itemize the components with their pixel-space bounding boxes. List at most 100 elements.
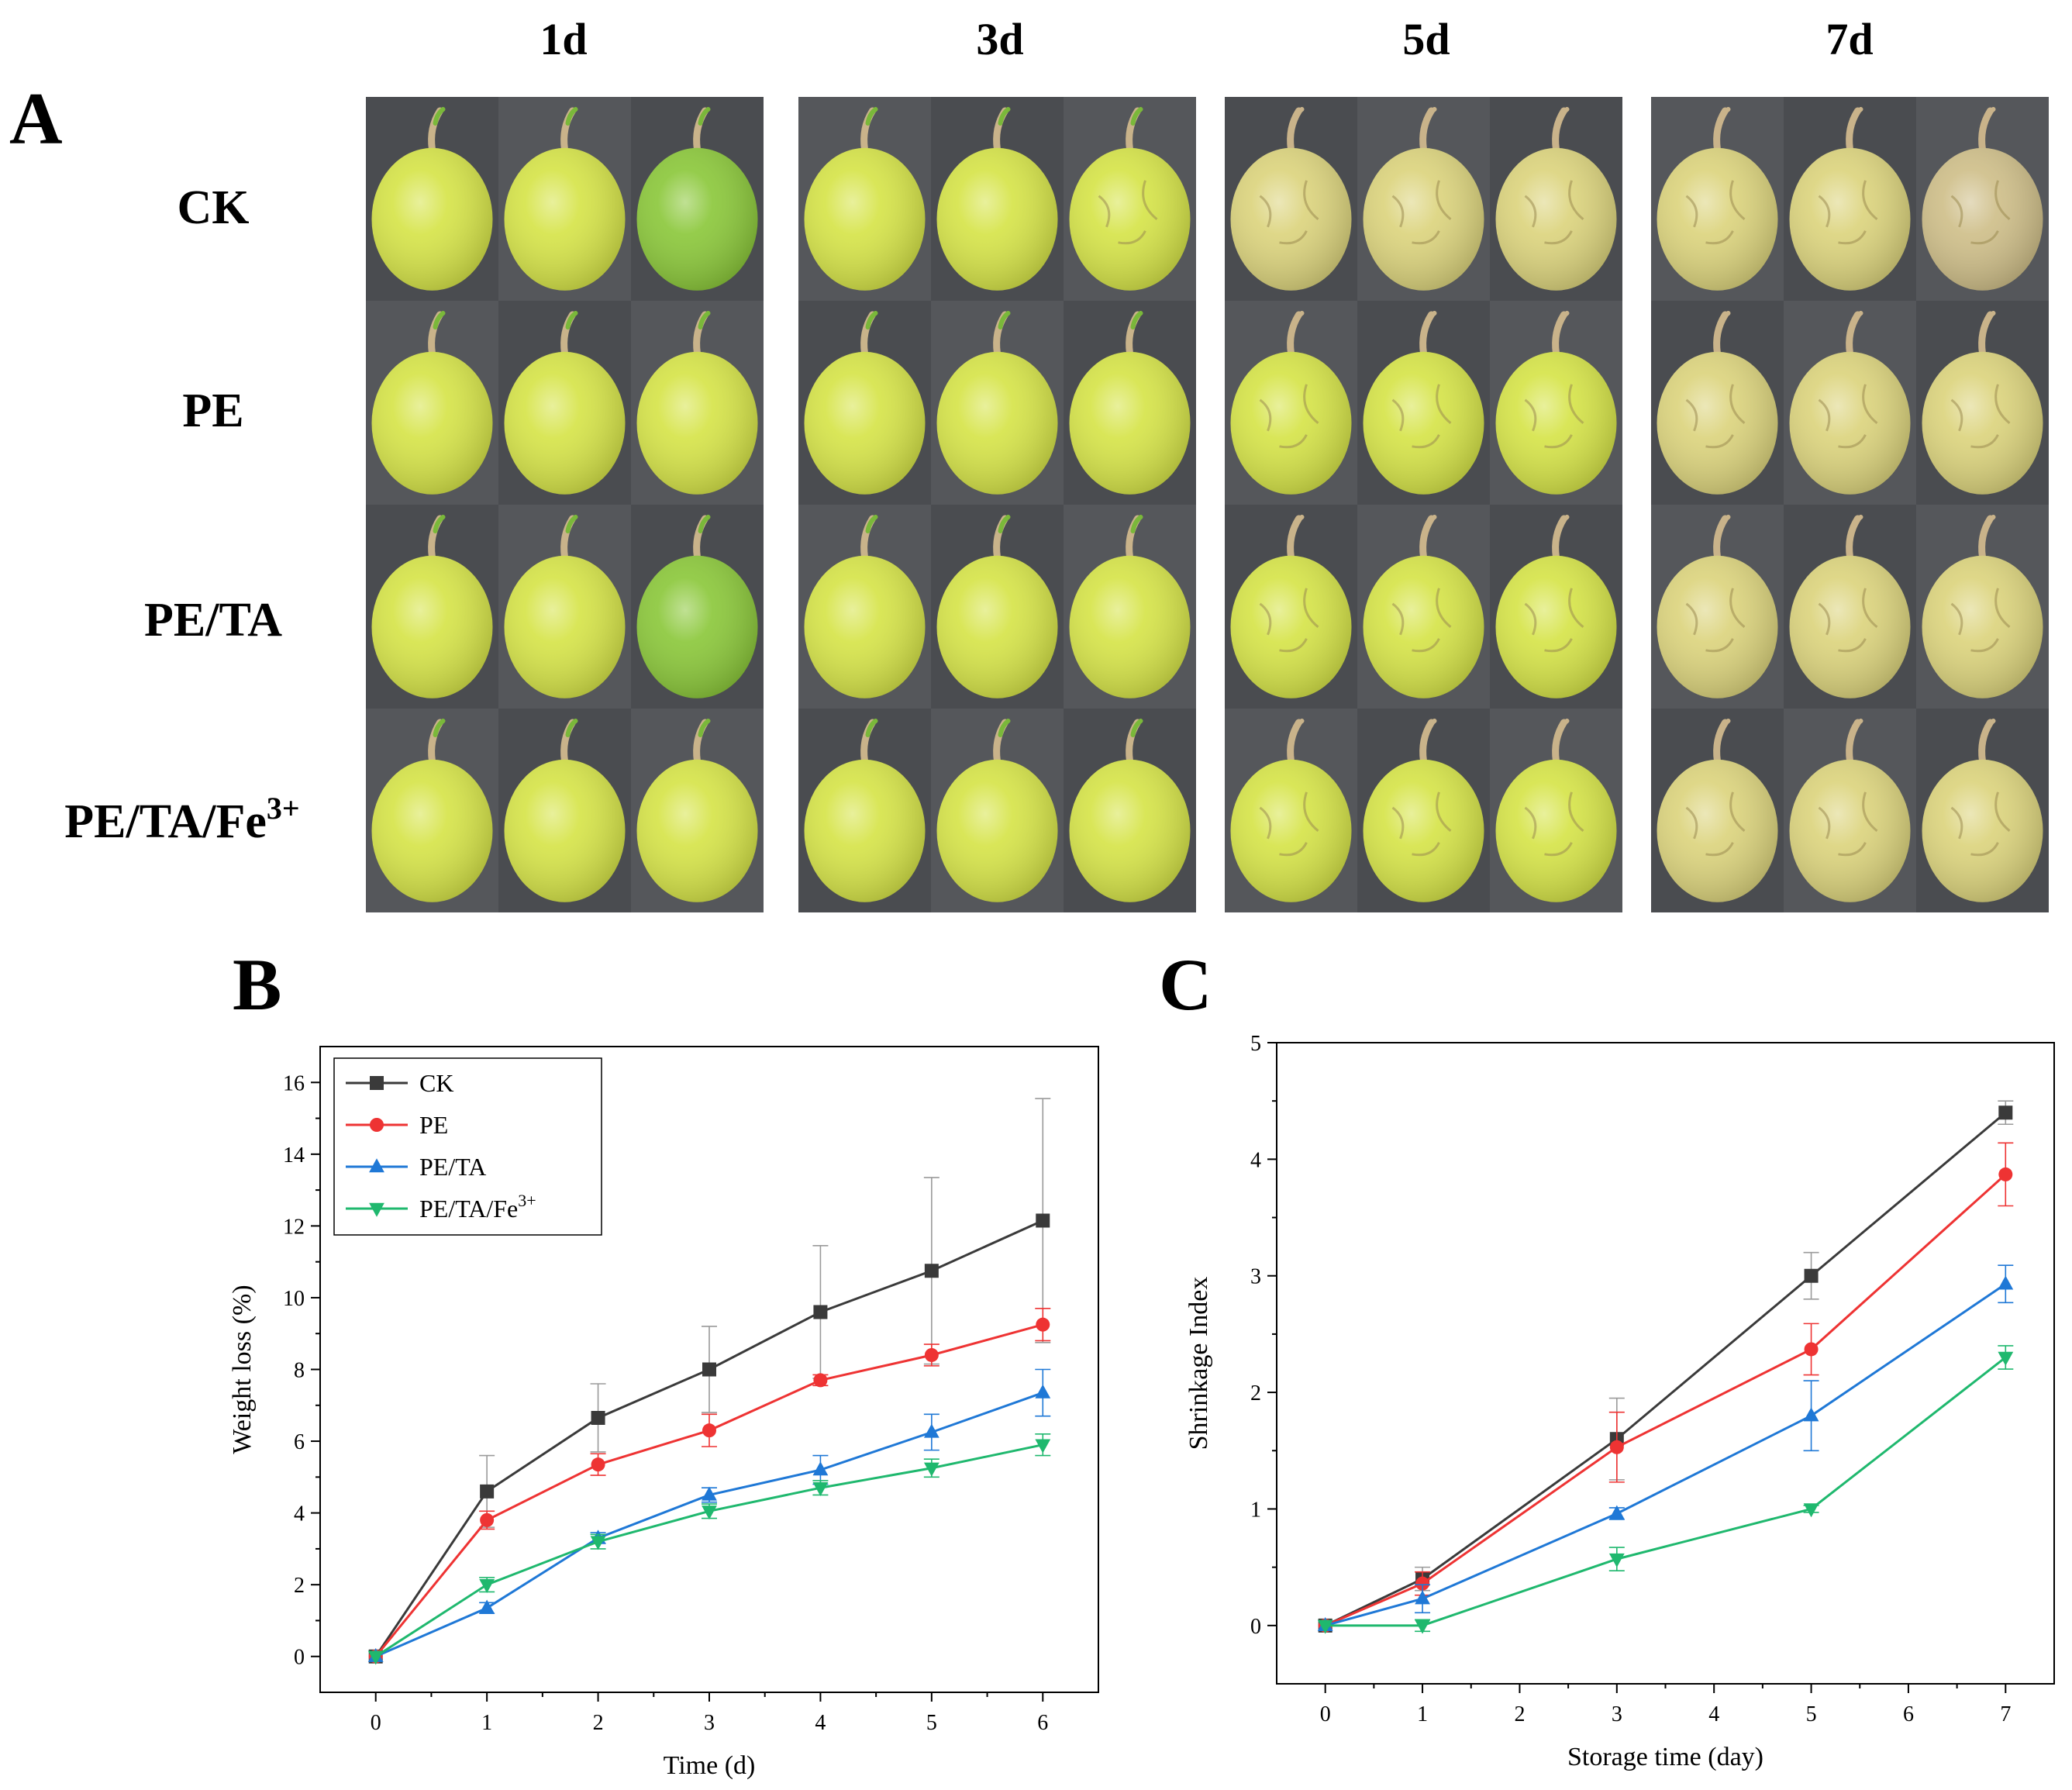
fruit-shading — [1230, 759, 1352, 902]
y-tick-label: 14 — [283, 1143, 305, 1167]
data-point — [923, 1462, 939, 1477]
fruit-stem-tip — [1983, 107, 1996, 126]
fruit-shading — [371, 555, 493, 698]
fruit-photo — [498, 505, 631, 709]
fruit-photo — [1651, 301, 1784, 505]
row-label-ck: CK — [178, 181, 250, 234]
fruit-photo — [1651, 97, 1784, 301]
fruit-wrinkles — [1950, 384, 2011, 449]
fruit-shading — [636, 351, 758, 495]
data-point — [702, 1423, 716, 1438]
fruit-wrinkles — [1391, 792, 1452, 857]
fruit-wrinkles — [1391, 180, 1452, 245]
fruit-photo — [366, 709, 498, 912]
fruit-shading — [1657, 351, 1778, 495]
fruit-stem-tip — [1291, 311, 1305, 329]
fruit-shading — [504, 147, 626, 291]
legend-label-text: PE/TA — [419, 1153, 486, 1181]
y-tick-label: 5 — [1250, 1032, 1261, 1056]
fruit-photo — [366, 97, 498, 301]
fruit-stem-tip — [1983, 719, 1996, 737]
x-tick-label: 0 — [371, 1711, 381, 1735]
fruit-photo — [1357, 97, 1490, 301]
fruit-stem-tip — [433, 719, 446, 737]
fruit-shading — [804, 759, 926, 902]
photo-block-day-4 — [1651, 97, 2049, 912]
fruit-shading — [1495, 555, 1617, 698]
row-label-pe-ta-fe: PE/TA/Fe3+ — [64, 791, 299, 848]
fruit-photo — [1490, 97, 1622, 301]
y-tick-label: 4 — [1250, 1148, 1261, 1172]
x-axis-label: Time (d) — [664, 1751, 756, 1780]
data-point — [367, 1650, 384, 1665]
fruit-photo — [798, 709, 931, 912]
legend-marker — [369, 1202, 384, 1217]
fruit-photo — [798, 97, 931, 301]
series-3 — [1317, 1345, 2014, 1634]
fruit-stem-tip — [1291, 719, 1305, 737]
legend-marker — [369, 1158, 384, 1173]
data-point — [1035, 1439, 1051, 1454]
legend-label: PE/TA — [419, 1153, 486, 1181]
fruit-wrinkles — [1685, 180, 1746, 245]
x-tick-label: 1 — [481, 1711, 492, 1735]
fruit-photo — [1916, 709, 2049, 912]
fruit-shading — [1495, 759, 1617, 902]
fruit-stem-tip — [865, 107, 878, 126]
fruit-photo — [931, 301, 1064, 505]
fruit-shading — [1657, 759, 1778, 902]
fruit-photo — [498, 709, 631, 912]
photo-block-day-3 — [1225, 97, 1622, 912]
fruit-wrinkles — [1391, 384, 1452, 449]
data-point — [924, 1264, 939, 1278]
fruit-stem-tip — [698, 107, 711, 126]
series-2 — [1317, 1264, 2014, 1632]
x-tick-label: 6 — [1903, 1702, 1914, 1726]
fruit-shading — [1363, 351, 1484, 495]
fruit-shading — [1230, 555, 1352, 698]
fruit-stem-tip — [1850, 311, 1863, 329]
fruit-stem-tip — [1557, 515, 1570, 533]
fruit-photo — [931, 709, 1064, 912]
data-points — [367, 1439, 1051, 1665]
fruit-shading — [804, 351, 926, 495]
fruit-stem-tip — [1424, 107, 1437, 126]
fruit-stem-tip — [1130, 311, 1143, 329]
fruit-wrinkles — [1524, 384, 1584, 449]
fruit-stem-tip — [865, 515, 878, 533]
x-tick-label: 4 — [815, 1711, 826, 1735]
data-point — [1415, 1576, 1430, 1591]
panel-a-letter: A — [9, 78, 63, 160]
data-point — [590, 1536, 606, 1550]
fruit-shading — [1230, 351, 1352, 495]
fruit-shading — [1069, 147, 1191, 291]
fruit-photo — [1064, 97, 1196, 301]
data-point — [702, 1486, 717, 1501]
fruit-wrinkles — [1685, 792, 1746, 857]
y-axis-label: Weight loss (%) — [228, 1285, 257, 1454]
photo-block-day-1 — [366, 97, 764, 912]
fruit-wrinkles — [1950, 180, 2011, 245]
data-point — [924, 1347, 939, 1362]
x-tick-label: 3 — [704, 1711, 715, 1735]
data-point — [812, 1461, 829, 1476]
legend-item: PE/TA — [346, 1153, 486, 1181]
legend-label-text: PE/TA/Fe — [419, 1195, 518, 1223]
fruit-shading — [371, 351, 493, 495]
fruit-stem-tip — [1718, 107, 1731, 126]
y-tick-label: 8 — [294, 1359, 305, 1383]
fruit-shading — [1657, 147, 1778, 291]
fruit-shading — [1922, 351, 2043, 495]
y-tick-label: 10 — [283, 1287, 305, 1311]
data-point — [1998, 1105, 2013, 1120]
fruit-stem-tip — [998, 515, 1011, 533]
fruit-shading — [1230, 147, 1352, 291]
data-point — [591, 1410, 605, 1425]
fruit-shading — [1922, 759, 2043, 902]
series-1 — [1318, 1142, 2014, 1633]
data-point — [479, 1578, 495, 1593]
data-point — [923, 1423, 939, 1438]
fruit-photo — [1225, 301, 1357, 505]
x-axis-label: Storage time (day) — [1567, 1743, 1763, 1771]
